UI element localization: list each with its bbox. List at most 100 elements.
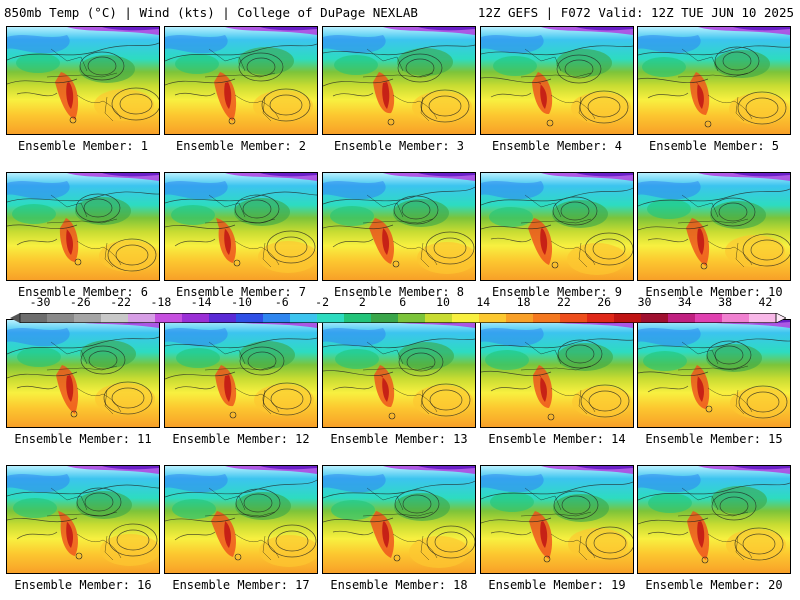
ensemble-member-map[interactable]	[637, 26, 791, 135]
colorbar-tick-label: 26	[597, 295, 612, 309]
ensemble-member-label: Ensemble Member: 8	[333, 285, 465, 299]
colorbar-segment	[479, 313, 507, 323]
ensemble-member-label: Ensemble Member: 9	[491, 285, 623, 299]
colorbar-segment	[506, 313, 534, 323]
temperature-map	[481, 320, 633, 427]
ensemble-member-map[interactable]	[322, 319, 476, 428]
colorbar-segment	[263, 313, 291, 323]
ensemble-member-label: Ensemble Member: 14	[488, 432, 626, 446]
colorbar-segment	[641, 313, 669, 323]
temperature-map	[638, 320, 790, 427]
colorbar-left-arrow	[10, 313, 20, 323]
ensemble-member-label: Ensemble Member: 4	[491, 139, 623, 153]
ensemble-member-label: Ensemble Member: 18	[330, 578, 468, 592]
colorbar-tick-label: -22	[110, 295, 131, 309]
ensemble-member-map[interactable]	[6, 319, 160, 428]
colorbar-right-arrow	[775, 312, 787, 324]
colorbar-tick-label: 18	[516, 295, 531, 309]
colorbar-tick-label: 38	[718, 295, 733, 309]
colorbar-segment	[587, 313, 615, 323]
colorbar-segment	[317, 313, 345, 323]
ensemble-member-label: Ensemble Member: 5	[648, 139, 780, 153]
ensemble-member-label: Ensemble Member: 3	[333, 139, 465, 153]
colorbar-graphic	[10, 312, 787, 324]
temperature-map	[481, 173, 633, 280]
ensemble-member-map[interactable]	[637, 465, 791, 574]
colorbar-tick-label: -14	[190, 295, 212, 309]
temperature-colorbar	[10, 308, 787, 324]
temperature-map	[7, 173, 159, 280]
ensemble-member-label: Ensemble Member: 17	[172, 578, 310, 592]
colorbar-tick-label: 22	[556, 295, 571, 309]
ensemble-member-map[interactable]	[6, 172, 160, 281]
colorbar-segment	[236, 313, 264, 323]
colorbar-segment	[398, 313, 426, 323]
colorbar-tick-label: -18	[150, 295, 172, 309]
ensemble-member-map[interactable]	[637, 319, 791, 428]
ensemble-member-map[interactable]	[480, 26, 634, 135]
colorbar-segment	[20, 313, 48, 323]
ensemble-member-map[interactable]	[480, 172, 634, 281]
colorbar-segment	[74, 313, 102, 323]
ensemble-member-label: Ensemble Member: 20	[645, 578, 783, 592]
ensemble-member-map[interactable]	[164, 26, 318, 135]
ensemble-member-label: Ensemble Member: 12	[172, 432, 310, 446]
colorbar-segment	[101, 313, 129, 323]
colorbar-segment	[749, 313, 777, 323]
ensemble-member-label: Ensemble Member: 1	[17, 139, 149, 153]
temperature-map	[481, 466, 633, 573]
colorbar-tick-label: 34	[677, 295, 692, 309]
temperature-map	[323, 320, 475, 427]
temperature-map	[165, 466, 317, 573]
ensemble-member-map[interactable]	[164, 319, 318, 428]
colorbar-tick-label: 2	[358, 295, 366, 309]
ensemble-member-map[interactable]	[322, 172, 476, 281]
colorbar-tick-label: 10	[436, 295, 450, 309]
temperature-map	[323, 466, 475, 573]
ensemble-member-map[interactable]	[6, 26, 160, 135]
colorbar-segment	[155, 313, 183, 323]
temperature-map	[165, 320, 317, 427]
colorbar-segment	[371, 313, 399, 323]
temperature-map	[7, 27, 159, 134]
colorbar-segment	[452, 313, 480, 323]
chart-title: 850mb Temp (°C) | Wind (kts) | College o…	[4, 5, 418, 20]
temperature-map	[323, 173, 475, 280]
ensemble-member-map[interactable]	[6, 465, 160, 574]
colorbar-tick-label: 42	[758, 295, 773, 309]
ensemble-member-map[interactable]	[164, 172, 318, 281]
colorbar-segment	[47, 313, 75, 323]
colorbar-tick-label: -26	[69, 295, 91, 309]
colorbar-tick-label: 6	[399, 295, 407, 309]
colorbar-segment	[182, 313, 210, 323]
temperature-map	[165, 27, 317, 134]
colorbar-segment	[722, 313, 750, 323]
run-valid-time: 12Z GEFS | F072 Valid: 12Z TUE JUN 10 20…	[477, 5, 794, 20]
colorbar-segment	[695, 313, 723, 323]
ensemble-member-label: Ensemble Member: 13	[330, 432, 468, 446]
colorbar-tick-label: -2	[315, 295, 330, 309]
colorbar-segment	[668, 313, 696, 323]
colorbar-segment	[614, 313, 642, 323]
colorbar-outline	[19, 313, 777, 323]
ensemble-member-map[interactable]	[480, 465, 634, 574]
temperature-map	[638, 466, 790, 573]
temperature-map	[638, 173, 790, 280]
ensemble-member-map[interactable]	[322, 26, 476, 135]
ensemble-member-label: Ensemble Member: 7	[175, 285, 307, 299]
ensemble-member-map[interactable]	[480, 319, 634, 428]
ensemble-member-label: Ensemble Member: 19	[488, 578, 626, 592]
temperature-map	[7, 466, 159, 573]
colorbar-tick-label: -10	[231, 295, 252, 309]
colorbar-segment	[425, 313, 453, 323]
colorbar-segment	[128, 313, 156, 323]
ensemble-member-map[interactable]	[322, 465, 476, 574]
colorbar-segment	[290, 313, 318, 323]
temperature-map	[165, 173, 317, 280]
ensemble-member-label: Ensemble Member: 2	[175, 139, 307, 153]
ensemble-member-map[interactable]	[164, 465, 318, 574]
colorbar-tick-label: 14	[476, 295, 491, 309]
ensemble-member-map[interactable]	[637, 172, 791, 281]
colorbar-tick-label: 30	[637, 295, 652, 309]
ensemble-member-label: Ensemble Member: 6	[17, 285, 149, 299]
